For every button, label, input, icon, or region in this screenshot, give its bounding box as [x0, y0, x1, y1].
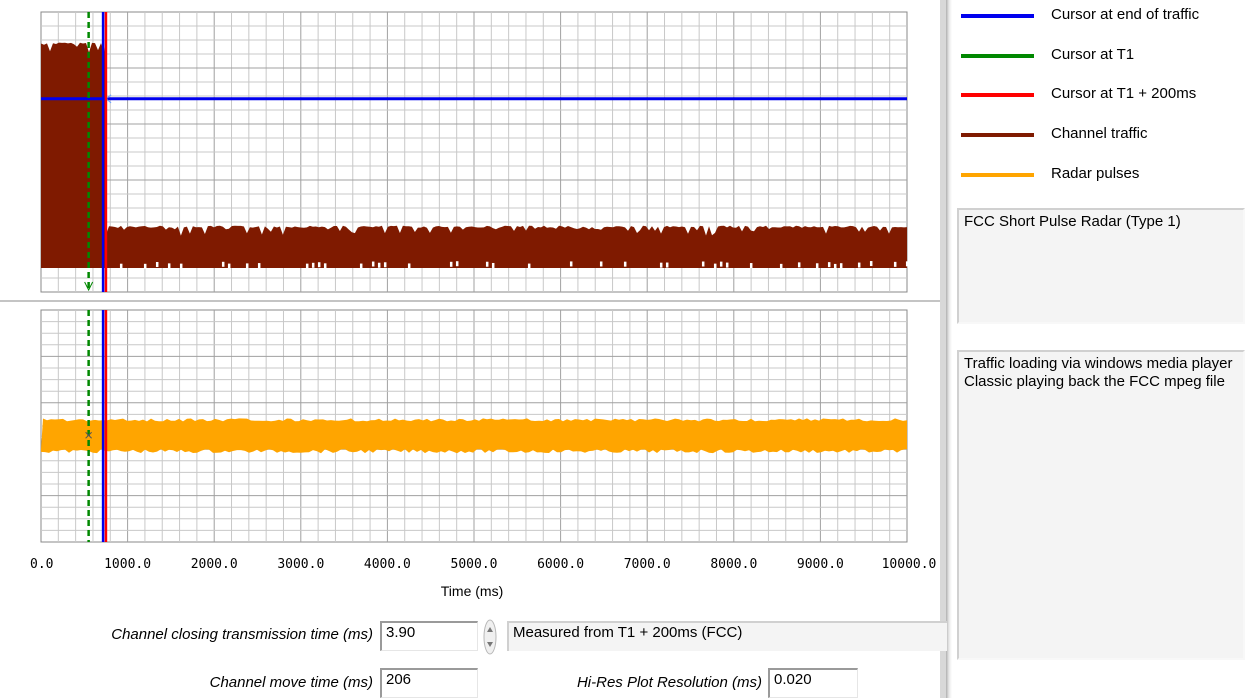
traffic-dropout [815, 263, 819, 269]
legend-label: Cursor at T1 [1051, 46, 1135, 63]
legend-swatch [961, 93, 1034, 97]
traffic-dropout [305, 263, 309, 269]
legend-swatch [961, 173, 1034, 177]
closing-time-field[interactable]: 3.90 [380, 621, 478, 651]
traffic-dropout [245, 263, 249, 269]
move-time-label: Channel move time (ms) [209, 674, 373, 691]
traffic-dropout [485, 261, 489, 267]
traffic-dropout [839, 263, 843, 269]
closing-time-spinner[interactable] [483, 618, 497, 656]
traffic-dropout [383, 262, 387, 268]
traffic-dropout [227, 263, 231, 269]
traffic-dropout [491, 262, 495, 268]
traffic-dropout [155, 262, 159, 268]
traffic-dropout [725, 262, 729, 268]
legend-item-channel-traffic[interactable]: Channel traffic [961, 123, 1257, 147]
legend-item-t1-200-cursor[interactable]: Cursor at T1 + 200ms [961, 83, 1257, 107]
traffic-dropout [905, 261, 909, 267]
traffic-segment-0 [41, 42, 106, 269]
traffic-dropout [143, 263, 147, 269]
spinner-down-icon[interactable] [487, 642, 493, 647]
traffic-dropout [449, 261, 453, 267]
legend-swatch [961, 54, 1034, 58]
radar-pulses-trace [41, 418, 907, 454]
traffic-dropout [569, 261, 573, 267]
traffic-dropout [719, 261, 723, 267]
traffic-dropout [311, 262, 315, 268]
traffic-dropout [833, 263, 837, 269]
x-axis-ticks: 0.0 1000.0 2000.0 3000.0 4000.0 5000.0 6000.0 7… [30, 557, 936, 572]
x-tick-label: 0.0 [30, 557, 53, 572]
radar-type-text: FCC Short Pulse Radar (Type 1) [957, 208, 1245, 324]
measured-from-field: Measured from T1 + 200ms (FCC) [507, 621, 947, 651]
traffic-dropout [455, 261, 459, 267]
plot-legend: Cursor at end of traffic Cursor at T1 Cu… [957, 0, 1259, 196]
traffic-dropout [827, 262, 831, 268]
radar-segment-0 [41, 418, 907, 454]
traffic-dropout [407, 263, 411, 269]
traffic-dropout [179, 263, 183, 269]
traffic-dropout [893, 261, 897, 267]
traffic-dropout [701, 261, 705, 267]
x-tick-label: 7000.0 [624, 557, 671, 572]
x-tick-label: 8000.0 [710, 557, 757, 572]
traffic-dropout [377, 262, 381, 268]
legend-label: Cursor at end of traffic [1051, 6, 1200, 23]
cursor-lines [41, 12, 907, 542]
legend-swatch [961, 14, 1034, 18]
x-axis-title: Time (ms) [441, 583, 503, 599]
traffic-dropout [665, 262, 669, 268]
traffic-note-text: Traffic loading via windows media player… [957, 350, 1245, 660]
x-tick-label: 6000.0 [537, 557, 584, 572]
x-tick-label: 1000.0 [104, 557, 151, 572]
legend-item-t1-cursor[interactable]: Cursor at T1 [961, 44, 1257, 68]
traffic-dropout [221, 261, 225, 267]
x-tick-label: 4000.0 [364, 557, 411, 572]
x-tick-label: 10000.0 [882, 557, 937, 572]
legend-swatch [961, 133, 1034, 137]
closing-time-label: Channel closing transmission time (ms) [111, 626, 373, 643]
traffic-dropout [167, 263, 171, 269]
traffic-dropout [623, 261, 627, 267]
traffic-dropout [749, 263, 753, 269]
traffic-dropout [779, 263, 783, 269]
cursor-t1-cross [85, 431, 92, 439]
traffic-segment-1 [105, 225, 907, 268]
traffic-dropout [797, 262, 801, 268]
legend-label: Radar pulses [1051, 165, 1140, 182]
legend-label: Cursor at T1 + 200ms [1051, 85, 1197, 102]
traffic-dropout [323, 263, 327, 269]
traffic-dropout [257, 263, 261, 269]
x-tick-label: 2000.0 [191, 557, 238, 572]
resolution-field[interactable]: 0.020 [768, 668, 858, 698]
legend-item-end-cursor[interactable]: Cursor at end of traffic [961, 4, 1257, 28]
panel-divider [940, 0, 956, 698]
traffic-dropout [599, 261, 603, 267]
traffic-dropout [371, 261, 375, 267]
traffic-dropout [857, 262, 861, 268]
traffic-dropout [713, 263, 717, 269]
cursor-t1-marker [84, 281, 94, 292]
move-time-field[interactable]: 206 [380, 668, 478, 698]
traffic-dropout [659, 262, 663, 268]
resolution-label: Hi-Res Plot Resolution (ms) [576, 674, 762, 691]
radar-test-plot: 0.0 1000.0 2000.0 3000.0 4000.0 5000.0 6000.0 7… [0, 11, 940, 599]
x-tick-label: 3000.0 [277, 557, 324, 572]
spinner-up-icon[interactable] [487, 627, 493, 632]
x-tick-label: 9000.0 [797, 557, 844, 572]
legend-label: Channel traffic [1051, 125, 1148, 142]
traffic-dropout [359, 263, 363, 269]
x-tick-label: 5000.0 [451, 557, 498, 572]
traffic-dropout [869, 261, 873, 267]
traffic-dropout [119, 263, 123, 269]
legend-item-radar-pulses[interactable]: Radar pulses [961, 163, 1257, 187]
traffic-dropout [317, 262, 321, 268]
traffic-dropout [527, 263, 531, 269]
